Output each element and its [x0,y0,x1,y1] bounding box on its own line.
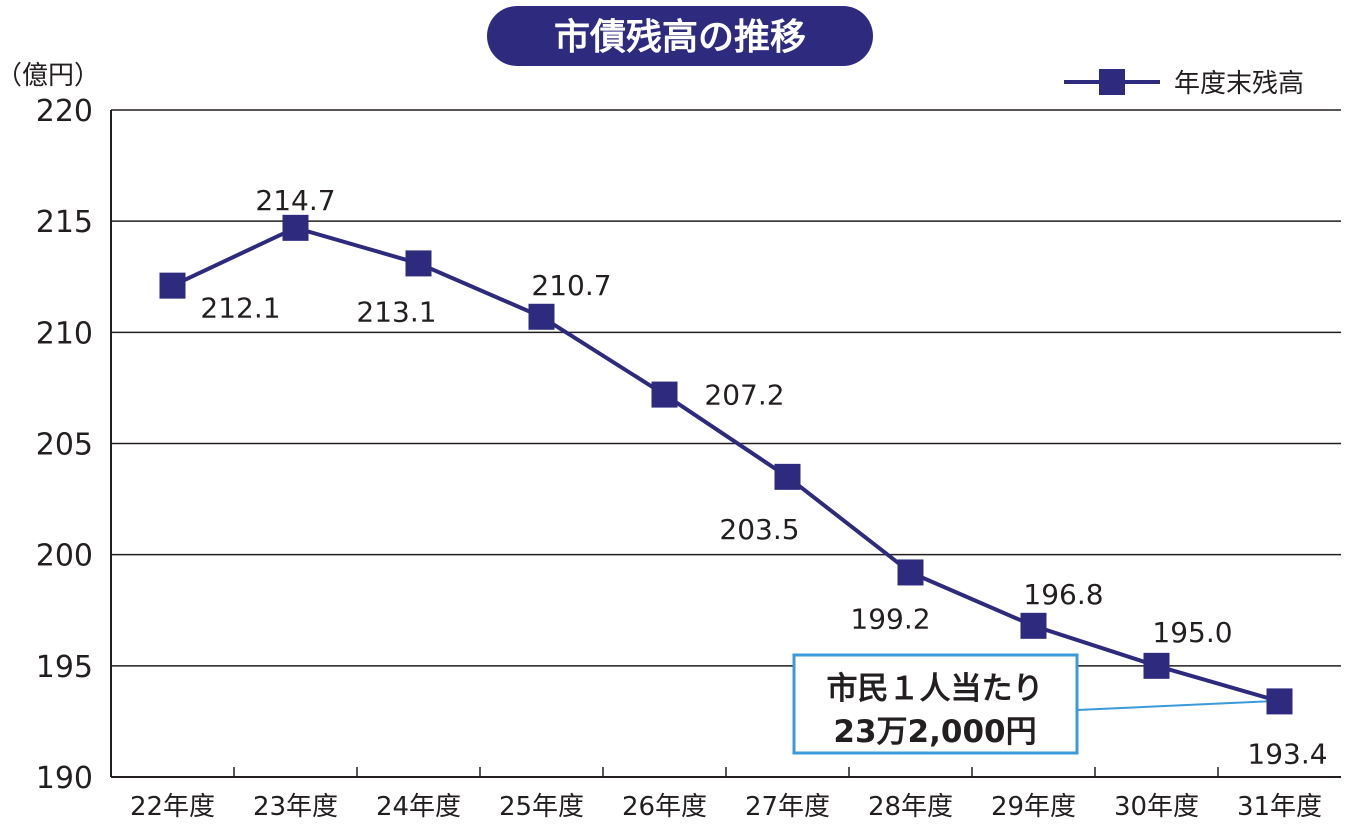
data-label-7: 199.2 [850,602,930,635]
callout-line1: 市民１人当たり [827,671,1044,707]
data-labels: 212.1 214.7 213.1 210.7 207.2 203.5 199.2 196.8… [200,184,1327,771]
data-label-10: 193.4 [1247,737,1327,770]
x-tick-label-1: 22年度 [130,792,215,822]
legend-marker-icon [1099,69,1125,95]
chart-title: 市債残高の推移 [487,6,873,66]
data-label-9: 195.0 [1152,616,1232,649]
x-tick-label-8: 29年度 [991,792,1076,822]
title-background [487,6,873,66]
y-axis-unit-label: （億円） [0,61,100,91]
legend-label: 年度末残高 [1174,69,1304,99]
x-tick-label-6: 27年度 [745,792,830,822]
y-axis-ticks: 190 195 200 205 210 215 220 [36,94,93,796]
series-line [159,214,1293,715]
data-label-8: 196.8 [1023,578,1103,611]
series-line-path [171,225,1281,704]
data-point-marker-4 [528,303,555,330]
x-tick-label-2: 23年度 [253,792,338,822]
data-label-5: 207.2 [704,379,784,412]
data-point-marker-8 [1020,612,1047,639]
x-tick-label-3: 24年度 [376,792,461,822]
data-point-marker-7 [897,559,924,586]
data-label-3: 213.1 [356,295,436,328]
y-tick-label-205: 205 [36,428,93,463]
callout-box [792,653,1079,755]
data-label-6: 203.5 [719,513,799,546]
y-tick-label-215: 215 [36,205,93,240]
data-point-marker-9 [1143,652,1170,679]
y-tick-label-195: 195 [36,650,93,685]
x-tick-label-9: 30年度 [1114,792,1199,822]
y-tick-label-200: 200 [36,539,93,574]
y-tick-label-210: 210 [36,316,93,351]
per-capita-callout: 市民１人当たり 23万2,000円 [792,653,1079,755]
data-label-1: 212.1 [200,292,280,325]
x-tick-label-5: 26年度 [622,792,707,822]
data-label-4: 210.7 [531,269,611,302]
data-label-2: 214.7 [255,184,335,217]
x-tick-label-7: 28年度 [868,792,953,822]
callout-line2: 23万2,000円 [833,714,1036,750]
x-axis-ticks: 22年度 23年度 24年度 25年度 26年度 27年度 28年度 29年度 30年度 31年度 [130,767,1322,822]
title-text: 市債残高の推移 [554,17,806,58]
data-point-marker-3 [405,250,432,277]
y-tick-label-220: 220 [36,94,93,129]
data-point-marker-6 [774,463,801,490]
x-tick-label-4: 25年度 [499,792,584,822]
x-tick-label-10: 31年度 [1237,792,1322,822]
gridlines [111,109,1341,667]
callout-connector [1076,700,1267,711]
data-point-marker-5 [651,381,678,408]
data-point-marker-2 [282,214,309,241]
y-tick-label-190: 190 [36,761,93,796]
legend: 年度末残高 [1064,69,1304,99]
data-point-marker-1 [159,272,186,299]
data-point-marker-10 [1266,688,1293,715]
